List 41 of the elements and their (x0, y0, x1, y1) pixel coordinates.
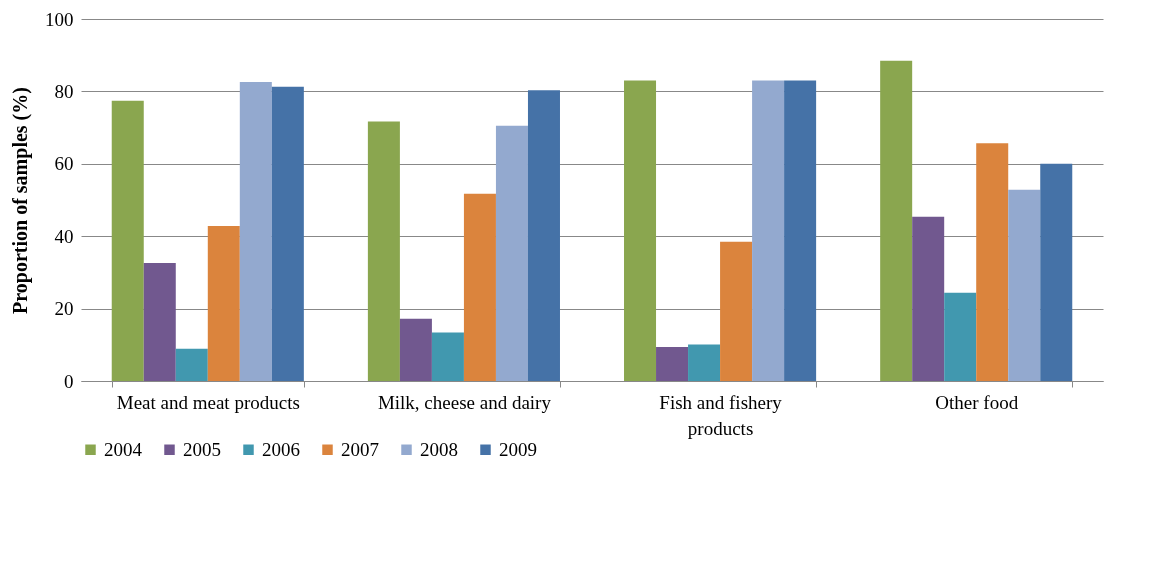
bar (143, 262, 176, 381)
y-tick-label: 0 (64, 370, 74, 392)
bar (752, 80, 785, 381)
x-tick-label: Fish and fishery products (659, 391, 783, 439)
legend-label: 2009 (499, 438, 537, 460)
bar (367, 121, 400, 381)
bar (656, 346, 689, 381)
y-tick-label: 40 (54, 225, 74, 247)
bar (399, 318, 432, 381)
bar (944, 292, 977, 381)
bar (111, 100, 144, 381)
bar (880, 60, 913, 381)
y-tick-label: 20 (54, 298, 74, 320)
legend-label: 2007 (341, 438, 379, 460)
y-tick-label: 100 (45, 8, 74, 30)
y-axis-title: Proportion of samples (%) (9, 87, 32, 314)
y-tick-label: 60 (54, 153, 74, 175)
bar (784, 80, 817, 381)
legend-label: 2004 (104, 438, 143, 460)
y-tick-label: 80 (54, 80, 74, 102)
bar (1040, 163, 1073, 381)
legend-label: 2005 (183, 438, 221, 460)
bar (624, 80, 657, 381)
bar (239, 81, 272, 381)
x-tick-label: Other food (935, 391, 1019, 413)
legend-label: 2008 (420, 438, 458, 460)
bar (271, 86, 304, 381)
bar (720, 241, 753, 381)
legend-label: 2006 (262, 438, 300, 460)
bar (1008, 189, 1041, 381)
bar (912, 216, 945, 381)
bar (431, 332, 464, 381)
bar (463, 193, 496, 381)
bar (527, 90, 560, 381)
bar (207, 226, 240, 381)
bar (976, 143, 1009, 381)
x-tick-label: Meat and meat products (116, 391, 300, 413)
bar (688, 344, 721, 381)
bar (175, 348, 208, 381)
x-tick-label: Milk, cheese and dairy (377, 391, 552, 413)
bar (495, 125, 528, 381)
